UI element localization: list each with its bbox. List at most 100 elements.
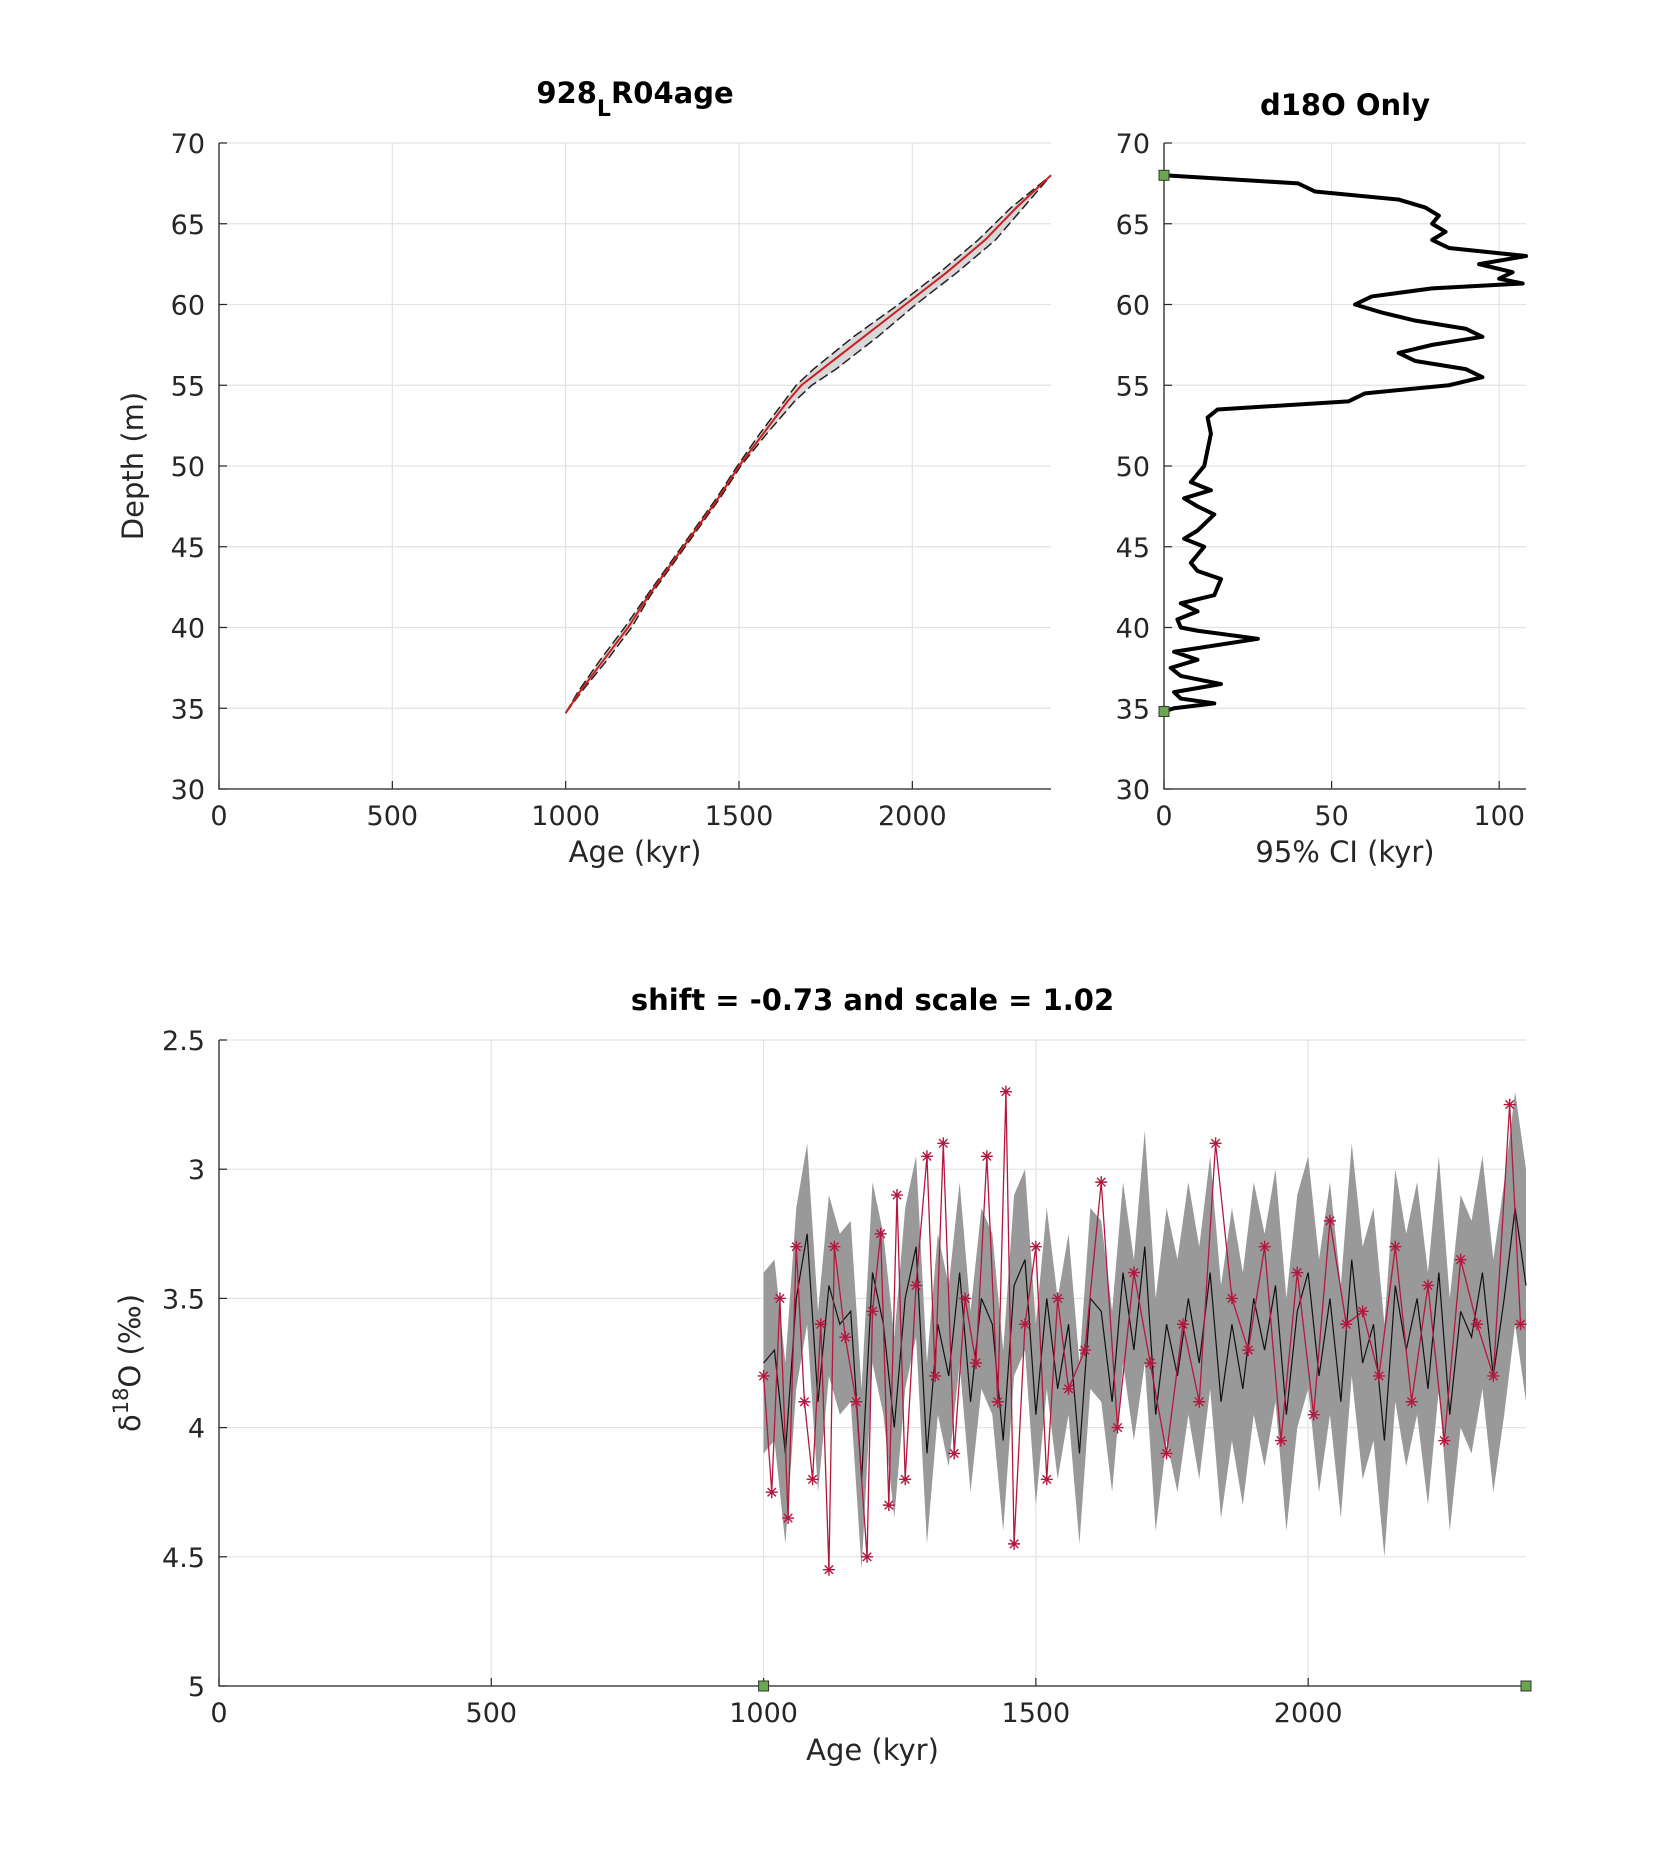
data-point	[1127, 1266, 1140, 1279]
data-point	[814, 1318, 827, 1331]
y-tick-label: 4	[188, 1414, 205, 1445]
data-point	[1503, 1098, 1516, 1111]
data-point	[1291, 1266, 1304, 1279]
y-tick-label: 45	[1116, 533, 1150, 564]
data-point	[1307, 1408, 1320, 1421]
y-tick-label: 40	[171, 614, 205, 645]
y-tick-label: 55	[1116, 371, 1150, 402]
bound-line	[565, 174, 1052, 714]
x-axis-label: Age (kyr)	[806, 1733, 939, 1767]
data-point	[991, 1395, 1004, 1408]
data-point	[798, 1395, 811, 1408]
data-point	[1242, 1344, 1255, 1357]
data-point	[1372, 1369, 1385, 1382]
y-axis-label: δ18O (‰)	[109, 1294, 147, 1432]
data-point	[1514, 1318, 1527, 1331]
y-tick-label: 2.5	[162, 1026, 205, 1057]
x-tick-label: 0	[1155, 801, 1172, 832]
data-point	[1209, 1137, 1222, 1150]
x-tick-label: 2000	[878, 801, 947, 832]
x-tick-label: 50	[1314, 801, 1348, 832]
data-point	[899, 1473, 912, 1486]
y-tick-label: 60	[1116, 291, 1150, 322]
data-point	[1111, 1421, 1124, 1434]
data-point	[999, 1085, 1012, 1098]
x-axis-label: Age (kyr)	[569, 835, 702, 869]
label-part: 18	[109, 1388, 133, 1415]
y-tick-label: 60	[171, 291, 205, 322]
data-point	[1008, 1537, 1021, 1550]
y-tick-label: 45	[171, 533, 205, 564]
data-point	[861, 1550, 874, 1563]
data-point	[910, 1279, 923, 1292]
data-point	[1421, 1279, 1434, 1292]
x-tick-label: 1000	[729, 1698, 798, 1729]
data-point	[969, 1357, 982, 1369]
bound-line	[565, 174, 1052, 714]
y-tick-label: 65	[171, 210, 205, 241]
y-tick-label: 70	[1116, 129, 1150, 160]
data-point	[773, 1292, 786, 1305]
data-point	[1405, 1395, 1418, 1408]
data-point	[980, 1150, 993, 1163]
data-point	[1160, 1447, 1173, 1460]
x-axis-label: 95% CI (kyr)	[1255, 835, 1434, 869]
title-part: L	[597, 97, 611, 122]
y-tick-label: 35	[1116, 694, 1150, 725]
data-point	[839, 1331, 852, 1344]
panel: 0 500 1000 1500 2000 2.5 3 3.5 4 4.5 5 shift = -0.7…	[109, 983, 1532, 1767]
median-line	[763, 1207, 1527, 1480]
data-point	[1340, 1318, 1353, 1331]
data-point	[1470, 1318, 1483, 1331]
axis-line	[218, 1040, 1526, 1687]
data-point	[1029, 1240, 1042, 1253]
marker	[758, 1680, 770, 1692]
axis-line	[1163, 143, 1526, 790]
data-point	[1438, 1434, 1451, 1447]
data-point	[866, 1305, 879, 1318]
median-line	[564, 174, 1052, 714]
x-tick-label: 500	[466, 1698, 518, 1729]
data-point	[1078, 1344, 1091, 1357]
data-point	[1274, 1434, 1287, 1447]
y-tick-label: 55	[171, 371, 205, 402]
data-point	[1095, 1176, 1108, 1189]
data-point	[782, 1512, 795, 1525]
data-point	[1176, 1318, 1189, 1331]
y-tick-label: 35	[171, 694, 205, 725]
data-point	[1062, 1382, 1075, 1395]
panel: 0 50 100 30 35 40 45 50 55 60 65 70 d18O Only 95% CI …	[1116, 88, 1528, 869]
data-point	[929, 1369, 942, 1382]
y-tick-label: 30	[171, 775, 205, 806]
x-tick-label: 0	[210, 801, 227, 832]
data-point	[948, 1447, 961, 1460]
data-point	[937, 1137, 950, 1150]
x-tick-label: 1500	[1002, 1698, 1071, 1729]
x-tick-label: 2000	[1274, 1698, 1343, 1729]
data-point	[790, 1240, 803, 1253]
data-point	[822, 1563, 835, 1576]
chart-title: shift = -0.73 and scale = 1.02	[631, 983, 1114, 1017]
y-tick-label: 65	[1116, 210, 1150, 241]
data-point	[920, 1150, 933, 1163]
axis-line	[218, 143, 1051, 790]
data-point	[891, 1189, 904, 1202]
y-tick-label: 70	[171, 129, 205, 160]
ci-line	[1163, 173, 1528, 714]
data-point	[850, 1395, 863, 1408]
y-tick-label: 40	[1116, 614, 1150, 645]
x-tick-label: 100	[1473, 801, 1525, 832]
y-tick-label: 5	[188, 1672, 205, 1703]
x-tick-label: 1500	[705, 801, 774, 832]
data-point	[1144, 1357, 1157, 1369]
marker	[1520, 1680, 1532, 1692]
marker	[1158, 169, 1170, 181]
data-point	[1389, 1240, 1402, 1253]
y-tick-label: 30	[1116, 775, 1150, 806]
title-part: R04age	[611, 76, 734, 110]
data-point	[1356, 1305, 1369, 1318]
label-part: O (‰)	[113, 1294, 147, 1388]
x-tick-label: 1000	[531, 801, 600, 832]
ensemble-band	[565, 175, 1051, 714]
